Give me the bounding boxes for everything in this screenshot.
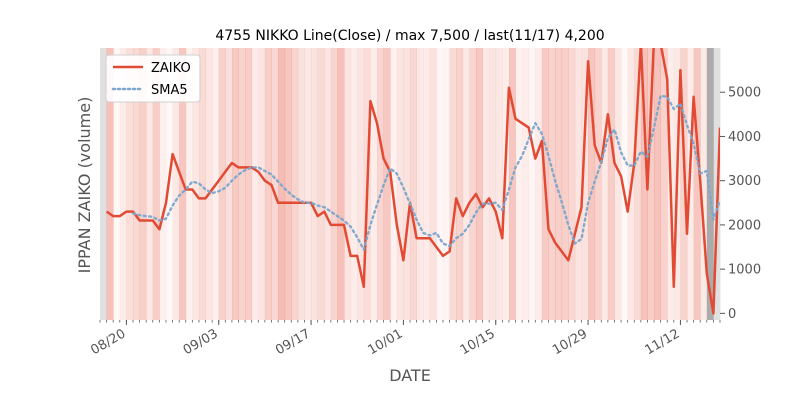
background-band <box>660 48 668 320</box>
background-band <box>139 48 147 320</box>
background-band <box>100 48 107 320</box>
background-band <box>601 48 609 320</box>
background-band <box>251 48 259 320</box>
background-band <box>172 48 180 320</box>
background-band <box>126 48 134 320</box>
background-bands <box>100 48 721 320</box>
background-band <box>495 48 503 320</box>
background-band <box>205 48 213 320</box>
chart-title: 4755 NIKKO Line(Close) / max 7,500 / las… <box>215 28 604 44</box>
background-band <box>106 48 114 320</box>
background-band <box>700 48 708 320</box>
background-band <box>574 48 582 320</box>
series-line-sma5 <box>131 94 720 251</box>
background-band <box>568 48 576 320</box>
background-band <box>508 48 516 320</box>
series-line-zaiko <box>105 48 720 315</box>
background-band <box>357 48 365 320</box>
background-band <box>119 48 127 320</box>
background-band <box>614 48 622 320</box>
background-band <box>245 48 253 320</box>
background-band <box>515 48 523 320</box>
background-band <box>528 48 536 320</box>
background-band <box>390 48 398 320</box>
y-tick-label: 5000 <box>728 86 761 101</box>
background-band <box>442 48 450 320</box>
background-band <box>456 48 464 320</box>
background-band <box>621 48 629 320</box>
background-band <box>377 48 385 320</box>
background-band <box>561 48 569 320</box>
y-axis: 0 1000 2000 3000 4000 5000 <box>720 86 761 322</box>
background-band <box>159 48 167 320</box>
background-band <box>489 48 497 320</box>
background-band <box>311 48 319 320</box>
background-band <box>192 48 200 320</box>
background-band <box>548 48 556 320</box>
background-band <box>152 48 160 320</box>
background-band <box>258 48 266 320</box>
background-band <box>132 48 140 320</box>
background-band <box>462 48 470 320</box>
legend-label-sma5: SMA5 <box>151 83 188 98</box>
background-band <box>475 48 483 320</box>
background-band <box>198 48 206 320</box>
background-band <box>706 48 714 320</box>
background-band <box>436 48 444 320</box>
background-band <box>581 48 589 320</box>
y-tick-label: 0 <box>728 307 736 322</box>
background-band <box>410 48 417 320</box>
background-band <box>403 48 411 320</box>
background-band <box>647 48 655 320</box>
background-band <box>555 48 563 320</box>
y-axis-label: IPPAN ZAIKO (volume) <box>75 97 94 274</box>
background-band <box>449 48 457 320</box>
background-band <box>317 48 325 320</box>
background-band <box>297 48 305 320</box>
x-axis-label: DATE <box>389 366 431 385</box>
background-band <box>469 48 477 320</box>
background-band <box>324 48 332 320</box>
background-band <box>535 48 543 320</box>
background-band <box>337 48 345 320</box>
background-band <box>522 48 530 320</box>
background-band <box>284 48 292 320</box>
background-band <box>271 48 279 320</box>
background-band <box>423 48 431 320</box>
background-band <box>146 48 154 320</box>
background-band <box>370 48 378 320</box>
background-band <box>594 48 602 320</box>
background-band <box>607 48 615 320</box>
background-band <box>350 48 358 320</box>
y-tick-label: 4000 <box>728 130 761 145</box>
background-band <box>344 48 352 320</box>
series-layer <box>105 48 720 315</box>
background-band <box>218 48 226 320</box>
background-band <box>304 48 312 320</box>
background-band <box>383 48 391 320</box>
y-tick-label: 3000 <box>728 174 761 189</box>
background-band <box>429 48 437 320</box>
background-band <box>231 48 239 320</box>
background-band <box>640 48 648 320</box>
background-band <box>416 48 424 320</box>
background-band <box>330 48 338 320</box>
background-band <box>482 48 490 320</box>
background-band <box>238 48 246 320</box>
background-band <box>693 48 701 320</box>
background-band <box>291 48 299 320</box>
background-band <box>654 48 662 320</box>
y-tick-label: 1000 <box>728 263 761 278</box>
background-band <box>396 48 404 320</box>
legend-label-zaiko: ZAIKO <box>151 61 191 76</box>
y-tick-label: 2000 <box>728 218 761 233</box>
background-band <box>588 48 596 320</box>
background-band <box>634 48 642 320</box>
legend: ZAIKO SMA5 <box>105 54 201 103</box>
background-band <box>113 48 121 320</box>
